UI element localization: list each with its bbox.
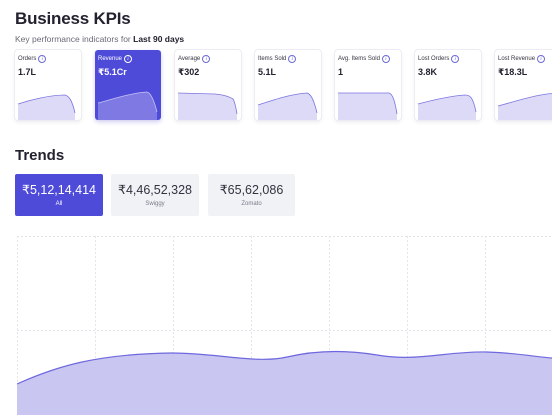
kpi-card-row: Orders i 1.7L Revenue i ₹5.1Cr Average i ₹3…	[15, 50, 552, 120]
kpi-card-avg-items-sold[interactable]: Avg. Items Sold i 1	[335, 50, 401, 120]
kpi-card-label: Avg. Items Sold i	[338, 55, 390, 63]
kpi-label-text: Orders	[18, 56, 37, 62]
trends-title: Trends	[15, 147, 65, 164]
info-icon[interactable]: i	[202, 55, 211, 63]
tab-label: Zomato	[241, 201, 262, 207]
tab-value: ₹4,46,52,328	[118, 183, 192, 197]
kpi-card-value: 3.8K	[418, 67, 438, 77]
kpi-card-value: 5.1L	[258, 67, 277, 77]
info-icon[interactable]: i	[288, 55, 297, 63]
info-icon[interactable]: i	[537, 55, 546, 63]
info-icon[interactable]: i	[381, 55, 390, 63]
info-icon[interactable]: i	[451, 55, 460, 63]
tab-swiggy[interactable]: ₹4,46,52,328 Swiggy	[111, 174, 199, 216]
kpi-sparkline	[97, 91, 158, 120]
tab-zomato[interactable]: ₹65,62,086 Zomato	[208, 174, 295, 216]
info-icon[interactable]: i	[38, 55, 47, 63]
kpi-card-label: Average i	[178, 55, 211, 63]
kpi-card-lost-revenue[interactable]: Lost Revenue i ₹18.3L	[495, 50, 552, 120]
kpi-label-text: Average	[178, 56, 201, 62]
tab-label: All	[55, 201, 63, 207]
kpi-label-text: Lost Orders	[418, 56, 450, 62]
period-label[interactable]: Last 90 days	[133, 34, 185, 44]
kpi-card-label: Revenue i	[98, 55, 133, 63]
trend-area-chart	[17, 236, 552, 415]
kpi-label-text: Avg. Items Sold	[338, 56, 380, 62]
kpi-card-value: ₹5.1Cr	[98, 67, 127, 77]
kpi-card-value: 1.7L	[18, 67, 37, 77]
kpi-card-label: Lost Revenue i	[498, 55, 546, 63]
tab-value: ₹5,12,14,414	[22, 183, 96, 197]
kpi-card-value: ₹302	[178, 67, 200, 77]
kpi-card-label: Items Sold i	[258, 55, 297, 63]
kpi-label-text: Lost Revenue	[498, 56, 536, 62]
kpi-card-revenue[interactable]: Revenue i ₹5.1Cr	[95, 50, 161, 120]
kpi-sparkline	[17, 94, 76, 120]
kpi-label-text: Items Sold	[258, 56, 287, 62]
kpi-card-value: ₹18.3L	[498, 67, 528, 77]
kpi-card-label: Lost Orders i	[418, 55, 460, 63]
kpi-sparkline	[497, 93, 552, 120]
info-icon[interactable]: i	[124, 55, 133, 63]
kpi-card-lost-orders[interactable]: Lost Orders i 3.8K	[415, 50, 481, 120]
kpi-card-label: Orders i	[18, 55, 47, 63]
subtitle-prefix: Key performance indicators for	[15, 34, 131, 44]
page-title: Business KPIs	[15, 9, 131, 28]
kpi-card-value: 1	[338, 67, 344, 77]
trend-line	[17, 350, 552, 385]
kpi-sparkline	[338, 92, 398, 120]
kpi-card-average[interactable]: Average i ₹302	[175, 50, 241, 120]
tab-all[interactable]: ₹5,12,14,414 All	[15, 174, 103, 216]
tab-value: ₹65,62,086	[219, 183, 284, 197]
kpi-sparkline	[257, 92, 318, 120]
kpi-sparkline	[417, 94, 477, 120]
trend-area	[17, 351, 552, 415]
kpi-label-text: Revenue	[98, 56, 123, 62]
page-subtitle: Key performance indicators for Last 90 d…	[15, 34, 184, 44]
kpi-card-items-sold[interactable]: Items Sold i 5.1L	[255, 50, 321, 120]
kpi-sparkline	[177, 92, 238, 120]
tab-label: Swiggy	[145, 201, 165, 207]
kpi-card-orders[interactable]: Orders i 1.7L	[15, 50, 81, 120]
